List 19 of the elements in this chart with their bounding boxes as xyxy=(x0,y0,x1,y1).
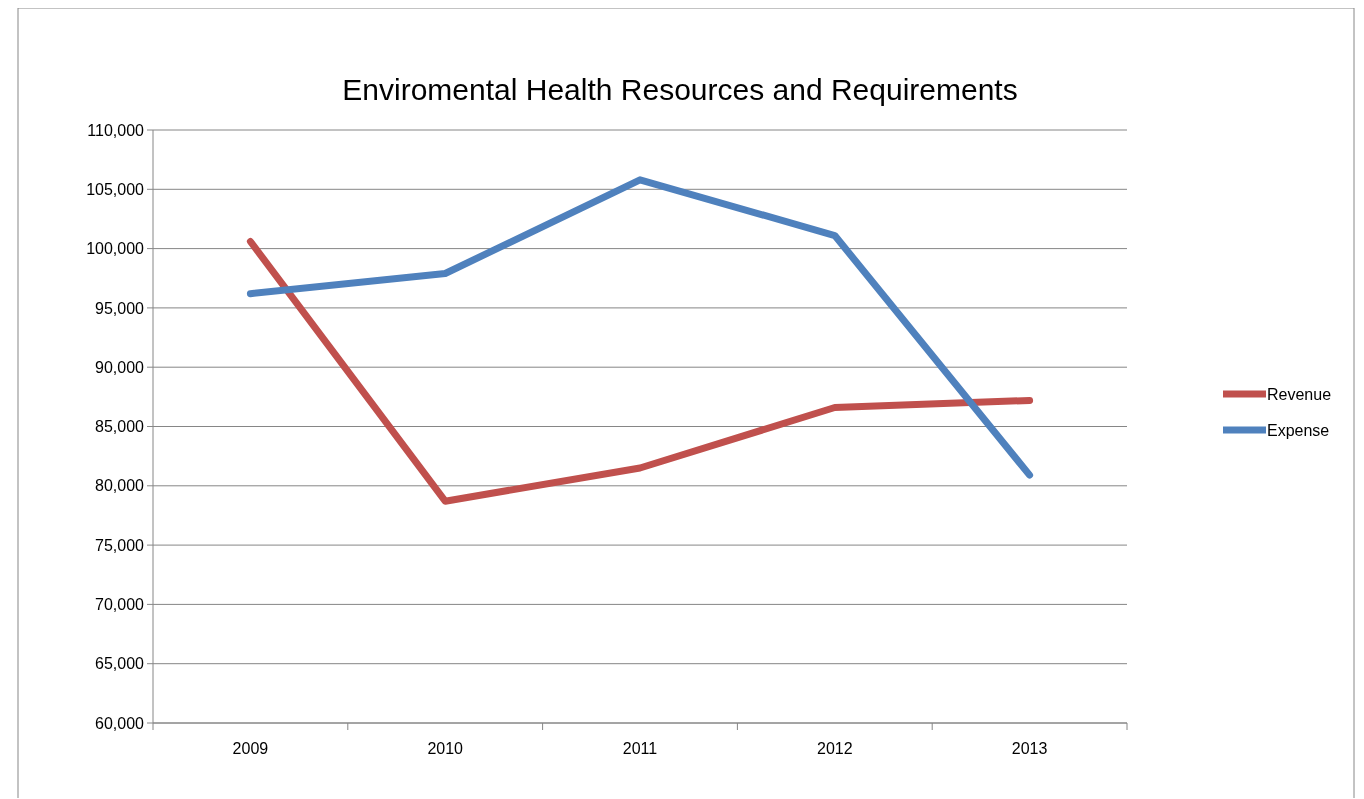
x-tick-label: 2013 xyxy=(1011,740,1048,757)
x-tick-label: 2010 xyxy=(427,740,464,757)
x-tick-label: 2011 xyxy=(622,740,658,757)
y-tick-label: 110,000 xyxy=(87,121,145,139)
legend-label: Revenue xyxy=(1267,385,1332,403)
y-tick-label: 90,000 xyxy=(95,358,145,376)
legend-label: Expense xyxy=(1267,421,1330,439)
y-tick-label: 75,000 xyxy=(95,536,145,554)
y-tick-label: 95,000 xyxy=(95,299,145,317)
y-tick-label: 70,000 xyxy=(95,596,145,613)
y-tick-label: 80,000 xyxy=(95,477,145,495)
x-tick-label: 2009 xyxy=(232,740,269,757)
y-tick-label: 85,000 xyxy=(95,418,145,436)
y-tick-label: 65,000 xyxy=(95,655,145,673)
y-tick-label: 60,000 xyxy=(95,714,145,732)
y-tick-label: 100,000 xyxy=(86,240,145,258)
chart-title: Enviromental Health Resources and Requirements xyxy=(342,73,1018,106)
x-tick-label: 2012 xyxy=(817,740,853,757)
y-tick-label: 105,000 xyxy=(86,180,145,198)
